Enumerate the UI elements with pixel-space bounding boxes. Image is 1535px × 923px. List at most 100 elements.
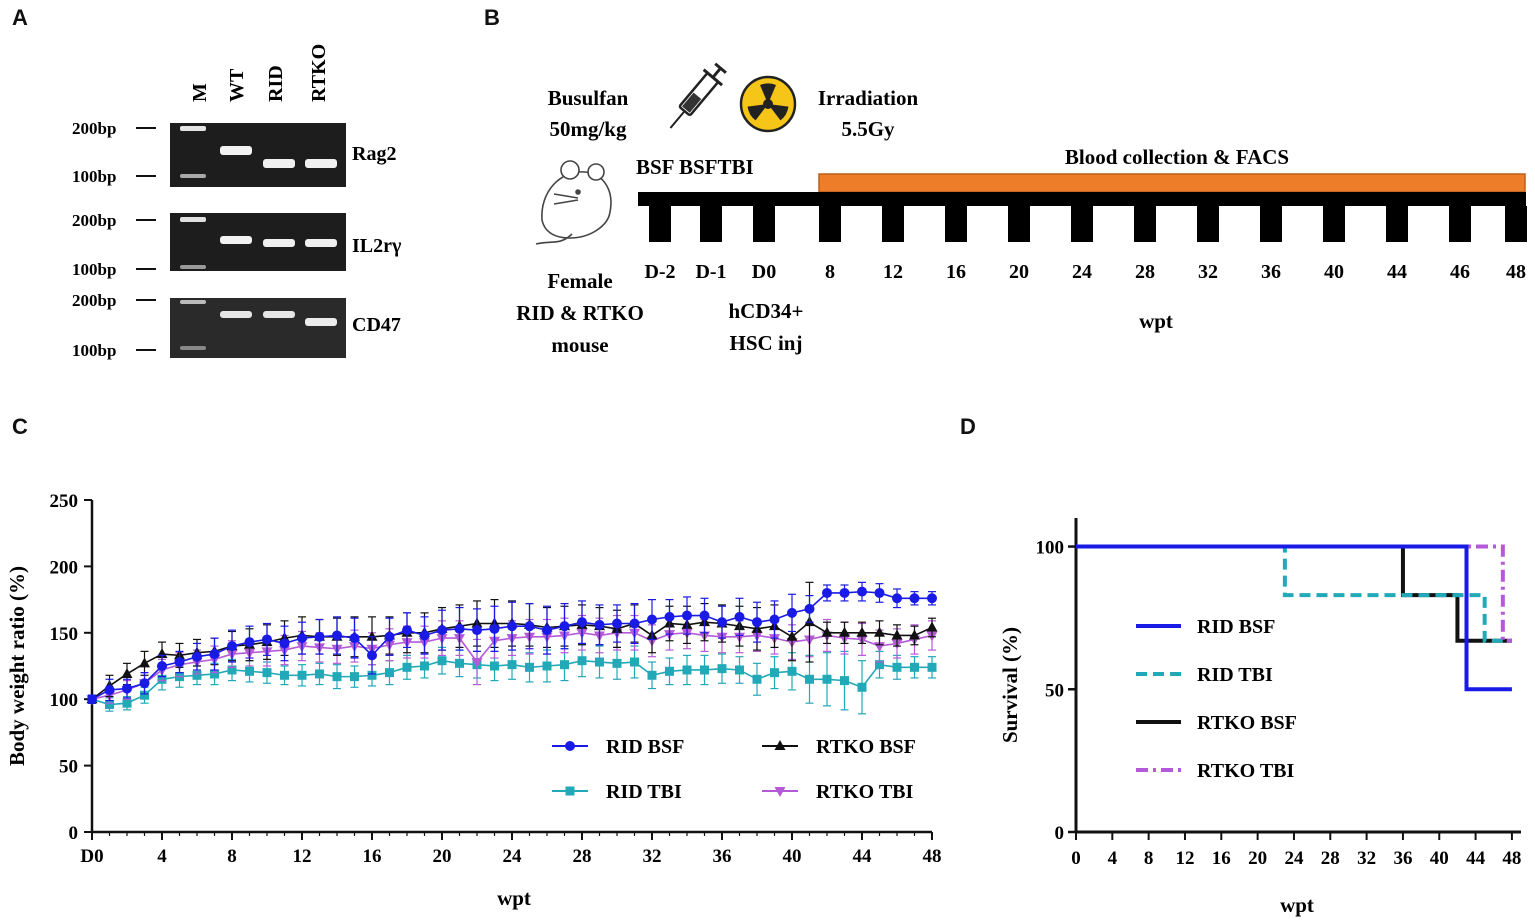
- x-tick-label: 40: [783, 846, 802, 867]
- data-point: [682, 665, 692, 675]
- band: [180, 300, 206, 304]
- data-point: [595, 657, 604, 667]
- data-point: [892, 662, 902, 672]
- timeline-tick: [1134, 206, 1156, 242]
- bp-markers: 200bp 100bp 200bp 100bp 200bp 100bp: [72, 119, 156, 360]
- data-point: [227, 665, 237, 675]
- data-point: [122, 698, 132, 708]
- x-tick-label: 12: [293, 846, 312, 867]
- band: [220, 236, 252, 244]
- legend-label: RID TBI: [606, 781, 682, 803]
- data-point: [525, 662, 534, 672]
- data-point: [542, 661, 552, 671]
- data-point: [664, 611, 675, 622]
- data-point: [279, 638, 290, 649]
- data-point: [717, 617, 727, 628]
- data-point: [647, 614, 657, 625]
- gene-label-cd47: CD47: [352, 314, 401, 336]
- marker-200bp: 200bp: [72, 291, 116, 310]
- timeline-tick: [1008, 206, 1030, 242]
- timepoint-label: D0: [752, 261, 776, 283]
- data-point: [769, 614, 780, 625]
- legend-marker: [565, 741, 575, 751]
- x-tick-label: 44: [853, 846, 873, 867]
- legend: RID BSF RID TBI RTKO BSF RTKO TBI: [552, 736, 916, 803]
- band: [180, 174, 206, 178]
- x-tick-label: 12: [1175, 848, 1194, 869]
- data-point: [87, 694, 97, 705]
- data-point: [822, 674, 832, 684]
- timeline-tick: [1505, 206, 1527, 242]
- data-point: [856, 626, 868, 637]
- data-point: [874, 587, 885, 598]
- timeline-tick: [753, 206, 775, 242]
- injection-label-line1: hCD34+: [729, 299, 804, 323]
- marker-200bp: 200bp: [72, 119, 116, 138]
- lane-label-m: M: [189, 83, 211, 102]
- timepoint-label: 16: [946, 261, 966, 283]
- timeline-axis-label: wpt: [1139, 309, 1173, 333]
- gel-rag2: Rag2: [170, 123, 396, 187]
- data-point: [402, 662, 412, 672]
- data-point: [437, 656, 447, 666]
- data-point: [332, 630, 342, 641]
- data-point: [489, 623, 500, 634]
- y-tick-label: 0: [1055, 823, 1065, 844]
- data-point: [192, 651, 202, 662]
- data-point: [822, 587, 832, 598]
- data-point: [594, 619, 605, 630]
- data-point: [700, 665, 709, 675]
- blood-collection-bar: [818, 173, 1526, 193]
- panel-label-d: D: [960, 414, 976, 439]
- data-point: [385, 668, 394, 678]
- data-point: [630, 657, 639, 667]
- x-tick-label: 20: [1248, 848, 1267, 869]
- marker-100bp: 100bp: [72, 167, 116, 186]
- legend-label: RID TBI: [1197, 664, 1273, 686]
- data-point: [280, 670, 289, 680]
- data-point: [209, 649, 220, 660]
- marker-100bp: 100bp: [72, 341, 116, 360]
- panel-label-b: B: [484, 5, 500, 30]
- timepoint-label: 32: [1198, 261, 1218, 283]
- data-point: [839, 626, 850, 637]
- x-tick-label: 8: [1144, 848, 1154, 869]
- legend-marker: [774, 740, 786, 750]
- data-point: [629, 618, 640, 629]
- series-rid-bsf: [87, 581, 937, 705]
- survival-curve-rtko-tbi: [1076, 544, 1512, 643]
- data-point: [262, 634, 272, 645]
- bsf-label: BSF BSFTBI: [636, 155, 754, 179]
- y-tick-label: 100: [50, 690, 79, 711]
- data-point: [174, 657, 185, 668]
- x-tick-label: 48: [1502, 848, 1521, 869]
- data-point: [227, 641, 237, 652]
- data-point: [559, 621, 570, 632]
- timepoint-label: 44: [1387, 261, 1407, 283]
- busulfan-dose: 50mg/kg: [549, 117, 627, 141]
- data-point: [297, 670, 307, 680]
- legend-label: RTKO TBI: [816, 781, 914, 803]
- timeline-tick: [649, 206, 671, 242]
- timeline-tick: [1197, 206, 1219, 242]
- x-tick-label: 44: [1466, 848, 1486, 869]
- data-point: [210, 669, 219, 679]
- panel-label-a: A: [12, 5, 28, 30]
- data-point: [437, 625, 447, 636]
- band: [180, 265, 206, 269]
- data-point: [926, 621, 938, 632]
- band: [305, 318, 337, 326]
- timeline-tick: [1386, 206, 1408, 242]
- data-point: [490, 661, 499, 671]
- x-axis-title: wpt: [497, 886, 531, 910]
- timepoint-label: D-1: [695, 261, 726, 283]
- data-point: [524, 621, 535, 632]
- data-point: [770, 668, 779, 678]
- legend-marker: [774, 787, 786, 797]
- y-tick-label: 200: [50, 557, 79, 578]
- x-tick-label: 32: [643, 846, 662, 867]
- data-point: [665, 666, 674, 676]
- timepoint-label: 46: [1450, 261, 1470, 283]
- data-point: [139, 657, 150, 668]
